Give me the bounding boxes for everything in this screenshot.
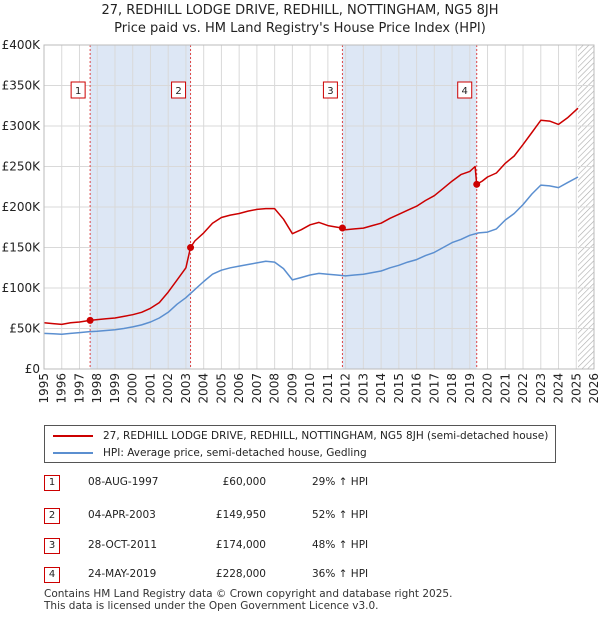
x-tick-label: 2012 bbox=[339, 373, 353, 404]
legend: 27, REDHILL LODGE DRIVE, REDHILL, NOTTIN… bbox=[44, 425, 556, 463]
x-tick-label: 2005 bbox=[214, 373, 228, 404]
legend-swatch-property bbox=[53, 435, 93, 437]
x-tick-label: 1997 bbox=[72, 373, 86, 404]
sale-point bbox=[338, 224, 346, 232]
sale-marker-number: 1 bbox=[75, 86, 81, 97]
sale-marker-box bbox=[171, 81, 187, 99]
x-tick-label: 1998 bbox=[90, 373, 104, 404]
sale-marker-label: 3 bbox=[322, 81, 338, 99]
footer-licence: This data is licensed under the Open Gov… bbox=[44, 600, 379, 612]
sale-marker-label: 2 bbox=[171, 81, 187, 99]
x-tick-label: 2006 bbox=[232, 373, 246, 404]
x-tick-label: 2014 bbox=[374, 373, 388, 404]
sale-number-badge: 3 bbox=[44, 538, 60, 554]
legend-item-hpi: HPI: Average price, semi-detached house,… bbox=[53, 445, 367, 461]
property-price-line bbox=[43, 107, 579, 326]
sale-price: £149,950 bbox=[215, 509, 266, 521]
x-tick-label: 2004 bbox=[197, 373, 211, 404]
sale-hpi-change: 48% ↑ HPI bbox=[312, 539, 369, 551]
y-tick-label: £100K bbox=[2, 281, 42, 295]
sale-marker-number: 2 bbox=[175, 86, 181, 97]
x-tick-label: 2017 bbox=[427, 373, 441, 404]
sale-row: 2 04-APR-2003 £149,950 52% ↑ HPI bbox=[44, 508, 564, 526]
legend-label-hpi: HPI: Average price, semi-detached house,… bbox=[103, 447, 367, 459]
x-tick-label: 2013 bbox=[356, 373, 370, 404]
x-tick-label: 1996 bbox=[55, 373, 69, 404]
sale-marker-box bbox=[322, 81, 338, 99]
x-tick-label: 2008 bbox=[268, 373, 282, 404]
y-tick-label: £350K bbox=[2, 79, 42, 93]
sale-price: £228,000 bbox=[215, 568, 266, 580]
title-line-2: Price paid vs. HM Land Registry's House … bbox=[114, 21, 486, 36]
sale-number-badge: 4 bbox=[44, 567, 60, 583]
plot-border bbox=[43, 44, 595, 370]
sale-number-badge: 1 bbox=[44, 475, 60, 491]
sale-marker-number: 4 bbox=[462, 86, 468, 97]
sale-price: £174,000 bbox=[215, 539, 266, 551]
x-tick-label: 2007 bbox=[250, 373, 264, 404]
y-tick-label: £400K bbox=[2, 38, 42, 52]
sale-number-badge: 2 bbox=[44, 508, 60, 524]
sale-marker-box bbox=[457, 81, 473, 99]
x-tick-label: 2022 bbox=[516, 373, 530, 404]
x-tick-label: 2016 bbox=[410, 373, 424, 404]
y-tick-label: £200K bbox=[2, 200, 42, 214]
x-tick-label: 2025 bbox=[569, 373, 583, 404]
sale-marker-number: 3 bbox=[327, 86, 333, 97]
y-tick-label: £250K bbox=[2, 160, 42, 174]
title-line-1: 27, REDHILL LODGE DRIVE, REDHILL, NOTTIN… bbox=[101, 3, 499, 18]
sale-marker-label: 1 bbox=[70, 81, 86, 99]
y-tick-label: £50K bbox=[9, 322, 41, 336]
x-tick-label: 2024 bbox=[552, 373, 566, 404]
footer-copyright: Contains HM Land Registry data © Crown c… bbox=[44, 588, 453, 600]
sale-marker-box bbox=[70, 81, 86, 99]
x-tick-label: 2002 bbox=[161, 373, 175, 404]
sale-hpi-change: 29% ↑ HPI bbox=[312, 476, 369, 488]
sale-hpi-change: 36% ↑ HPI bbox=[312, 568, 369, 580]
sale-hpi-change: 52% ↑ HPI bbox=[312, 509, 369, 521]
y-tick-label: £150K bbox=[2, 241, 42, 255]
price-chart: 1 2 3 4 £0 £50K £100K £150K £200K £250K £300K £350K… bbox=[2, 38, 600, 404]
sale-row: 1 08-AUG-1997 £60,000 29% ↑ HPI bbox=[44, 475, 564, 493]
x-tick-label: 2021 bbox=[498, 373, 512, 404]
sale-row: 3 28-OCT-2011 £174,000 48% ↑ HPI bbox=[44, 538, 564, 556]
sale-point bbox=[187, 244, 195, 252]
x-tick-label: 2010 bbox=[303, 373, 317, 404]
sale-date: 24-MAY-2019 bbox=[88, 568, 157, 580]
y-tick-label: £300K bbox=[2, 119, 42, 133]
legend-swatch-hpi bbox=[53, 452, 93, 454]
chart-title: 27, REDHILL LODGE DRIVE, REDHILL, NOTTIN… bbox=[0, 2, 600, 38]
x-tick-label: 2019 bbox=[463, 373, 477, 404]
sale-date: 08-AUG-1997 bbox=[88, 476, 159, 488]
x-tick-label: 2000 bbox=[126, 373, 140, 404]
x-tick-label: 1999 bbox=[108, 373, 122, 404]
x-tick-label: 2011 bbox=[321, 373, 335, 404]
sale-price: £60,000 bbox=[222, 476, 266, 488]
x-tick-label: 2026 bbox=[587, 373, 600, 404]
sale-marker-label: 4 bbox=[457, 81, 473, 99]
legend-label-property: 27, REDHILL LODGE DRIVE, REDHILL, NOTTIN… bbox=[103, 430, 549, 442]
x-tick-label: 2015 bbox=[392, 373, 406, 404]
x-tick-label: 2009 bbox=[285, 373, 299, 404]
x-tick-label: 2001 bbox=[143, 373, 157, 404]
x-tick-label: 2020 bbox=[481, 373, 495, 404]
x-tick-label: 1995 bbox=[37, 373, 51, 404]
sale-point bbox=[473, 180, 481, 188]
legend-item-property: 27, REDHILL LODGE DRIVE, REDHILL, NOTTIN… bbox=[53, 428, 548, 444]
sale-date: 28-OCT-2011 bbox=[88, 539, 157, 551]
x-tick-label: 2018 bbox=[445, 373, 459, 404]
hpi-line bbox=[43, 176, 579, 335]
y-tick-label: £0 bbox=[25, 362, 40, 376]
sale-row: 4 24-MAY-2019 £228,000 36% ↑ HPI bbox=[44, 567, 564, 585]
sale-point bbox=[86, 316, 94, 324]
x-tick-label: 2023 bbox=[534, 373, 548, 404]
sale-date: 04-APR-2003 bbox=[88, 509, 156, 521]
x-tick-label: 2003 bbox=[179, 373, 193, 404]
footer: Contains HM Land Registry data © Crown c… bbox=[44, 588, 452, 612]
